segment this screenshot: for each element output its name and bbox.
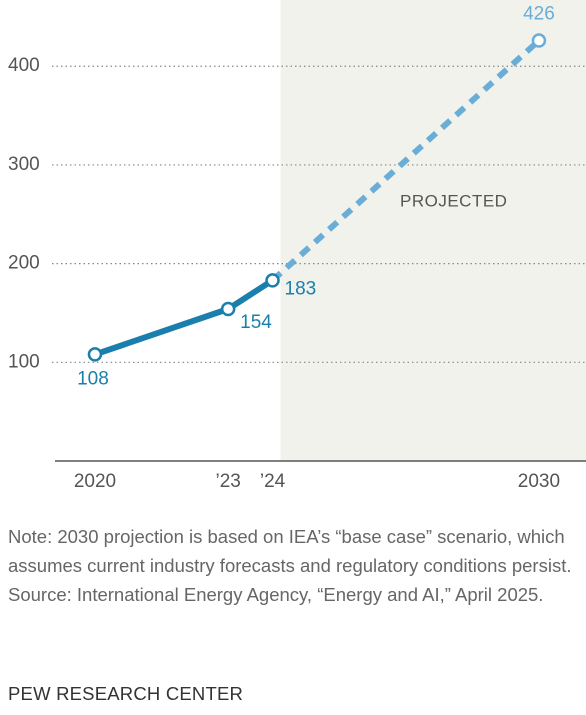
footer: PEW RESEARCH CENTER bbox=[8, 683, 244, 704]
point bbox=[531, 33, 547, 48]
x-tick-label: 2030 bbox=[518, 471, 560, 492]
annotation: PROJECTED bbox=[400, 191, 507, 210]
y-tick-label: 200 bbox=[8, 253, 40, 274]
note: Note: 2030 projection is based on IEA’s … bbox=[8, 526, 572, 576]
x-tick-label: ’23 bbox=[215, 471, 240, 492]
x-tick-label: ’24 bbox=[260, 471, 286, 492]
point bbox=[265, 273, 280, 288]
data-label: 183 bbox=[285, 278, 317, 299]
notes: Note: 2030 projection is based on IEA’s … bbox=[8, 522, 578, 609]
data-label: 154 bbox=[240, 312, 272, 333]
y-tick-label: 100 bbox=[8, 351, 40, 372]
projected-region bbox=[280, 0, 586, 461]
y-tick-label: 300 bbox=[8, 154, 40, 175]
x-tick-label: 2020 bbox=[74, 471, 116, 492]
data-label: 108 bbox=[77, 368, 109, 389]
line bbox=[270, 38, 541, 283]
data-label: 426 bbox=[523, 4, 555, 25]
source: Source: International Energy Agency, “En… bbox=[8, 584, 544, 605]
y-tick-label: 400 bbox=[8, 55, 40, 76]
point bbox=[87, 347, 103, 362]
point bbox=[220, 301, 236, 317]
chart: PROJECTED 100 200 300 400 2020 ’23 ’24 2030 108 15… bbox=[8, 0, 586, 492]
